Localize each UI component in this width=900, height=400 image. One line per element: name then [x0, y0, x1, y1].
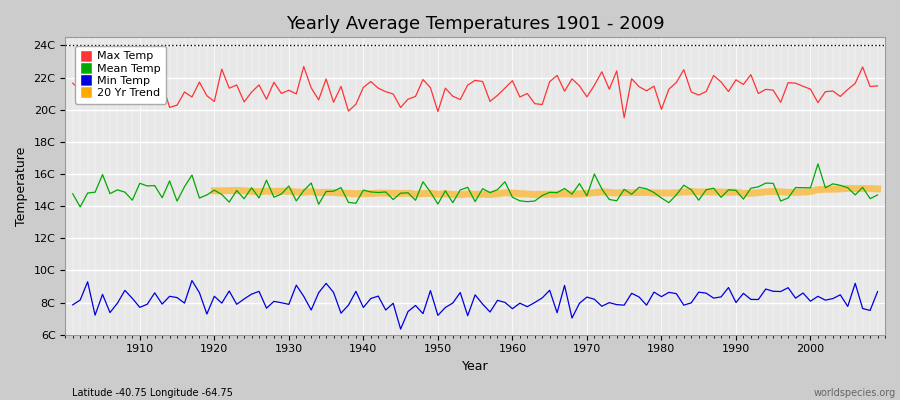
- Y-axis label: Temperature: Temperature: [15, 146, 28, 226]
- X-axis label: Year: Year: [462, 360, 489, 373]
- Text: worldspecies.org: worldspecies.org: [814, 388, 896, 398]
- Text: Latitude -40.75 Longitude -64.75: Latitude -40.75 Longitude -64.75: [72, 388, 233, 398]
- Legend: Max Temp, Mean Temp, Min Temp, 20 Yr Trend: Max Temp, Mean Temp, Min Temp, 20 Yr Tre…: [75, 46, 166, 104]
- Title: Yearly Average Temperatures 1901 - 2009: Yearly Average Temperatures 1901 - 2009: [286, 15, 664, 33]
